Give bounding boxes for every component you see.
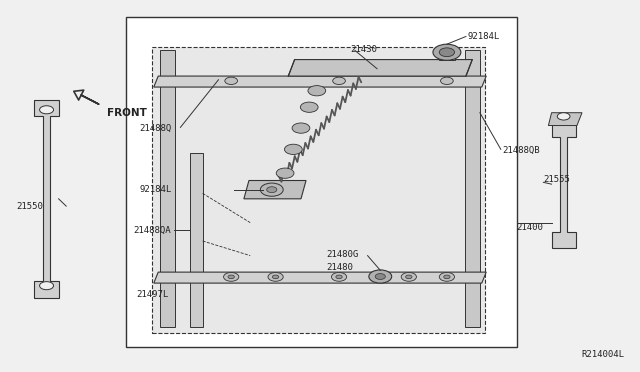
Circle shape: [406, 275, 412, 279]
Polygon shape: [244, 180, 306, 199]
Circle shape: [439, 48, 454, 57]
Text: 21550: 21550: [17, 202, 44, 211]
Bar: [439, 52, 454, 60]
Circle shape: [273, 275, 279, 279]
Polygon shape: [548, 113, 582, 125]
Circle shape: [225, 77, 237, 84]
Circle shape: [292, 123, 310, 133]
Circle shape: [401, 272, 417, 281]
Text: 21555: 21555: [543, 175, 570, 184]
Circle shape: [284, 144, 302, 154]
Polygon shape: [465, 51, 480, 327]
Text: 21480: 21480: [326, 263, 353, 272]
Text: FRONT: FRONT: [108, 108, 147, 118]
Text: 21430: 21430: [351, 45, 378, 54]
Circle shape: [336, 275, 342, 279]
Text: 21488QB: 21488QB: [502, 145, 540, 155]
Text: 21488Q: 21488Q: [139, 124, 172, 132]
Circle shape: [557, 113, 570, 120]
Circle shape: [444, 275, 450, 279]
Text: 21488QA: 21488QA: [133, 226, 170, 235]
Text: 92184L: 92184L: [468, 32, 500, 41]
Circle shape: [333, 77, 346, 84]
Polygon shape: [35, 100, 59, 298]
Polygon shape: [152, 47, 485, 333]
Text: 21497L: 21497L: [136, 289, 168, 299]
Circle shape: [332, 272, 347, 281]
Circle shape: [433, 44, 461, 60]
Circle shape: [375, 273, 385, 279]
Circle shape: [369, 270, 392, 283]
Polygon shape: [552, 120, 576, 248]
Circle shape: [300, 102, 318, 112]
Circle shape: [260, 183, 284, 196]
Polygon shape: [288, 60, 472, 76]
Polygon shape: [154, 76, 486, 87]
Text: 92184L: 92184L: [139, 185, 172, 194]
Circle shape: [276, 168, 294, 178]
Circle shape: [440, 77, 453, 84]
Text: 21400: 21400: [516, 223, 543, 232]
Bar: [127, 17, 516, 347]
Polygon shape: [154, 272, 486, 283]
Text: R214004L: R214004L: [582, 350, 625, 359]
Circle shape: [40, 106, 54, 114]
Circle shape: [308, 86, 326, 96]
Circle shape: [228, 275, 234, 279]
Text: 21480G: 21480G: [326, 250, 358, 259]
Circle shape: [268, 272, 284, 281]
Circle shape: [223, 272, 239, 281]
Polygon shape: [190, 153, 203, 327]
Circle shape: [40, 282, 54, 290]
Polygon shape: [160, 51, 175, 327]
Circle shape: [439, 272, 454, 281]
Circle shape: [267, 187, 277, 193]
